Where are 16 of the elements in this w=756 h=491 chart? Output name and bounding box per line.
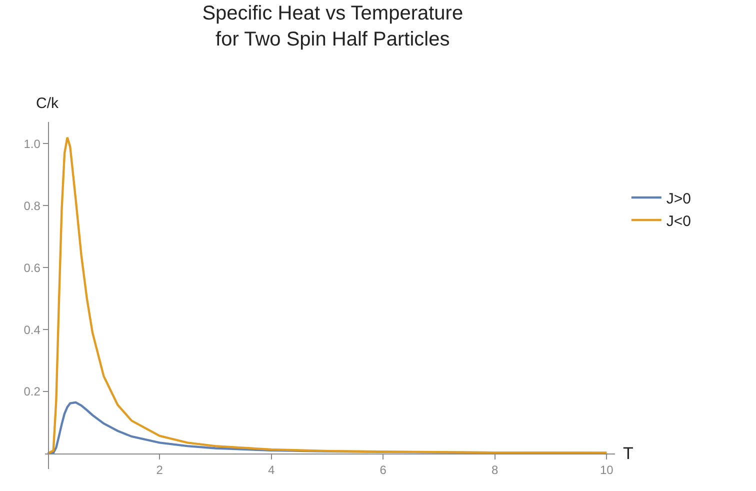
x-tick-label: 10: [600, 462, 614, 477]
y-tick-label: 0.6: [24, 260, 41, 275]
legend-label: J<0: [666, 212, 692, 230]
x-axis-title: T: [623, 444, 634, 463]
x-tick-label: 6: [380, 462, 387, 477]
x-tick-label: 4: [268, 462, 275, 477]
chart-title: Specific Heat vs Temperature for Two Spin Half Particles: [202, 2, 464, 51]
legend-label: J>0: [666, 190, 692, 208]
line-series: [46, 136, 608, 455]
y-axis-title: C/k: [36, 95, 59, 112]
y-tick-label: 0.4: [24, 322, 41, 337]
x-tick-label: 2: [156, 462, 164, 477]
y-tick-label: 0.2: [24, 384, 41, 399]
y-tick-label: 0.8: [24, 198, 41, 213]
x-tick-label: 8: [492, 462, 499, 477]
y-tick-label: 1.0: [24, 136, 41, 151]
